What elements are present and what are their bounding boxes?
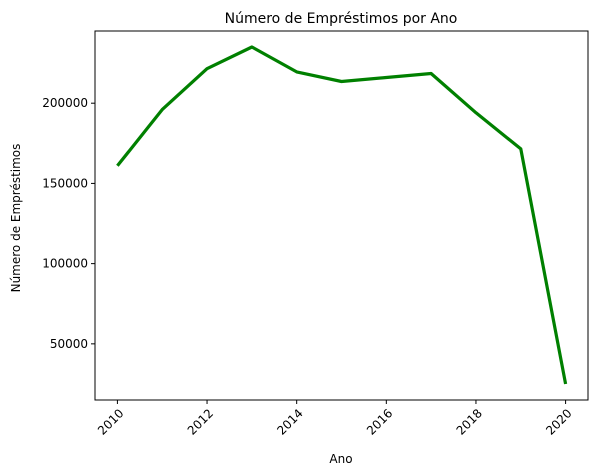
chart-title: Número de Empréstimos por Ano [225,11,458,27]
series-layer [116,45,568,385]
y-tick-label: 100000 [42,257,88,271]
y-axis-label: Número de Empréstimos [9,144,23,293]
axes-frame [94,30,589,401]
series-line [116,45,568,385]
y-axis-ticks: 50000 100000 150000 200000 [42,96,95,351]
x-axis-label: Ano [329,452,352,466]
y-tick-label: 150000 [42,176,88,190]
y-tick-label: 200000 [42,96,88,110]
y-tick-label: 50000 [50,337,88,351]
